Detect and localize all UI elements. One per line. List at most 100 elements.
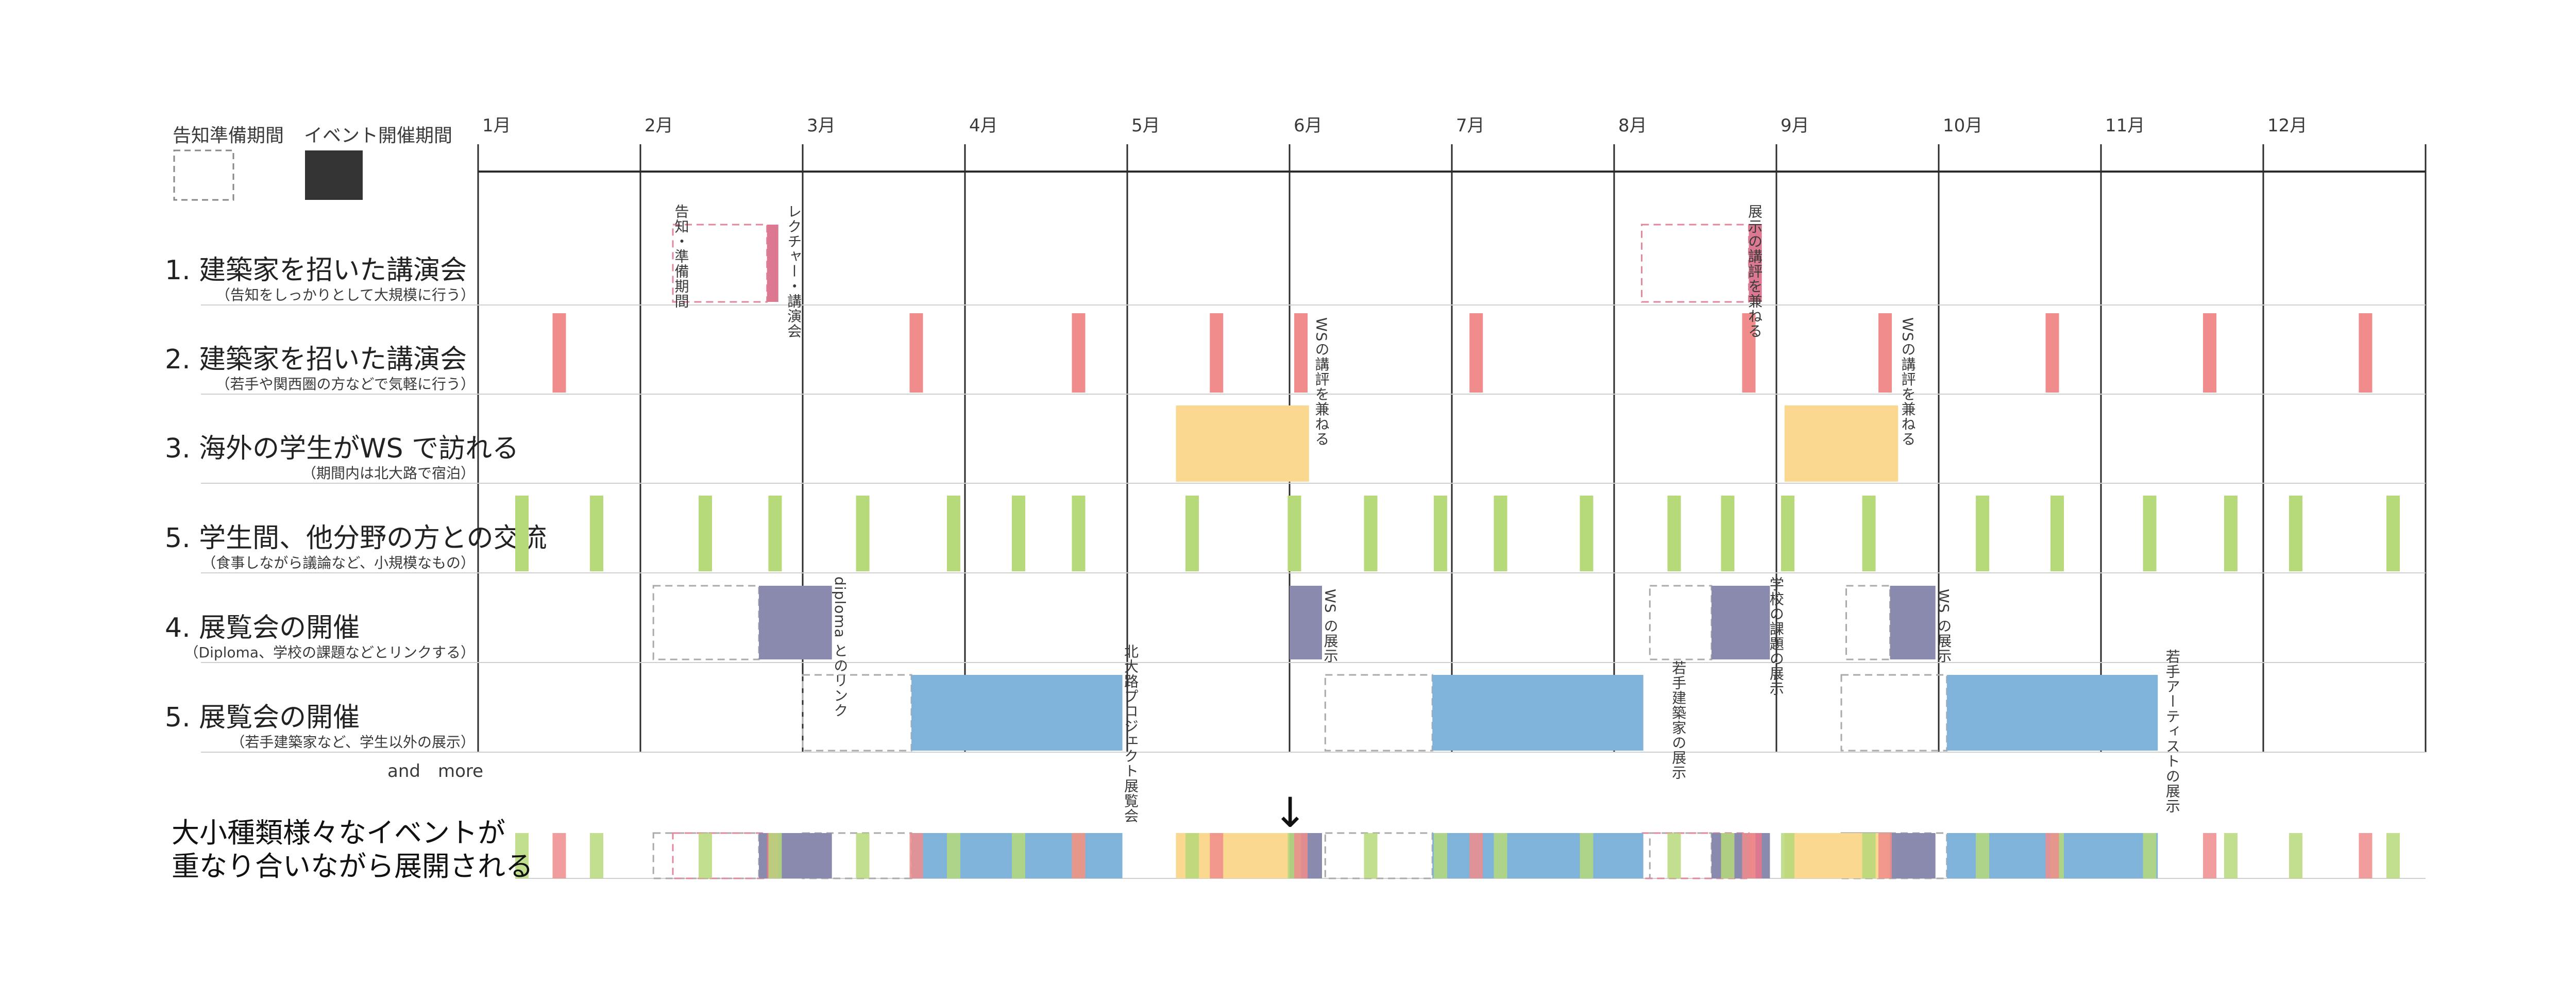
exchange-tick	[2289, 496, 2302, 571]
combined-exchange	[1781, 833, 1795, 878]
row-subtitle: （若手建築家など、学生以外の展示）	[230, 734, 475, 751]
exchange-tick	[589, 496, 603, 571]
row-title: 5. 展覧会の開催	[165, 702, 360, 733]
small-lecture-tick	[2045, 313, 2059, 393]
external-exhibit-bar	[911, 675, 1123, 751]
exchange-tick	[1287, 496, 1301, 571]
legend-event-swatch	[305, 150, 363, 200]
combined-prep	[1641, 832, 1750, 879]
month-label: 6月	[1294, 115, 1323, 136]
school-exhibit-prep	[1845, 585, 1891, 660]
combined-exchange	[2386, 833, 2400, 878]
month-label: 8月	[1618, 115, 1647, 136]
exchange-tick	[1862, 496, 1876, 571]
combined-exchange	[856, 833, 870, 878]
combined-small-lecture	[1878, 833, 1892, 878]
month-label: 7月	[1456, 115, 1485, 136]
combined-exchange	[1011, 833, 1025, 878]
event-bars	[515, 224, 2400, 752]
exchange-tick	[699, 496, 712, 571]
down-arrow: ↓	[1273, 789, 1307, 837]
combined-small-lecture	[2045, 833, 2059, 878]
combined-exchange	[699, 833, 712, 878]
legend: 告知準備期間 イベント開催期間	[173, 125, 452, 201]
overseas-ws-bar	[1784, 405, 1899, 482]
row-subtitle: （食事しながら議論など、小規模なもの）	[201, 554, 475, 571]
combined-exchange	[1862, 833, 1876, 878]
exchange-tick	[1721, 496, 1735, 571]
small-lecture-tick	[2203, 313, 2217, 393]
combined-exchange	[589, 833, 603, 878]
school-exhibit-bar	[758, 586, 832, 659]
annotation-kitaoji-project: 北大路プロジェクト展覧会	[1122, 644, 1139, 823]
small-lecture-tick	[1742, 313, 1756, 393]
exchange-tick	[768, 496, 782, 571]
and-more-label: and more	[387, 761, 483, 782]
annotation-diploma-link: diploma とのリンク	[832, 576, 849, 718]
row-labels: 1. 建築家を招いた講演会（告知をしっかりとして大規模に行う） 2. 建築家を招い…	[165, 255, 547, 751]
combined-small-lecture	[1072, 833, 1086, 878]
combined-small-lecture	[1742, 833, 1756, 878]
month-label: 5月	[1131, 115, 1160, 136]
row-title: 1. 建築家を招いた講演会	[165, 255, 467, 286]
combined-small-lecture	[1294, 833, 1308, 878]
exchange-tick	[1433, 496, 1447, 571]
exchange-tick	[1976, 496, 1990, 571]
small-lecture-tick	[1878, 313, 1892, 393]
combined-school-exhibit	[1890, 833, 1936, 878]
annotation-young-architects: 若手建築家の展示	[1670, 660, 1687, 780]
exchange-tick	[1667, 496, 1681, 571]
legend-prep-swatch	[173, 149, 234, 201]
month-label: 1月	[482, 115, 511, 136]
exchange-tick	[1364, 496, 1378, 571]
small-lecture-tick	[1469, 313, 1483, 393]
annotation-school-exhibit: 学校の課題の展示	[1768, 576, 1785, 696]
row-subtitle: （告知をしっかりとして大規模に行う）	[216, 286, 475, 303]
row-subtitle: （期間内は北大路で宿泊）	[302, 465, 475, 482]
exchange-tick	[946, 496, 960, 571]
combined-small-lecture	[2203, 833, 2217, 878]
conclusion-line-2: 重なり合いながら展開される	[172, 850, 533, 883]
small-lecture-tick	[2359, 313, 2372, 393]
legend-event-label: イベント開催期間	[304, 125, 452, 146]
exchange-tick	[515, 496, 529, 571]
annotation-ws-exhibit: WS の展示	[1322, 589, 1339, 663]
month-label: 10月	[1943, 115, 1982, 136]
legend-prep-label: 告知準備期間	[173, 125, 284, 146]
small-lecture-tick	[1294, 313, 1308, 393]
exchange-tick	[1011, 496, 1025, 571]
combined-exchange	[1494, 833, 1507, 878]
month-label: 4月	[969, 115, 998, 136]
exchange-tick	[1185, 496, 1199, 571]
school-exhibit-bar	[1711, 586, 1770, 659]
combined-exchange	[515, 833, 529, 878]
external-exhibit-bar	[1432, 675, 1643, 751]
row-subtitle: （Diploma、学校の課題などとリンクする）	[184, 644, 475, 661]
combined-exchange	[1364, 833, 1378, 878]
exchange-tick	[2386, 496, 2400, 571]
small-lecture-tick	[909, 313, 923, 393]
combined-small-lecture	[1210, 833, 1224, 878]
exchange-tick	[2143, 496, 2157, 571]
combined-small-lecture	[909, 833, 923, 878]
external-exhibit-prep	[802, 674, 912, 752]
exchange-tick	[1781, 496, 1795, 571]
annotations: 告知・準備期間 レクチャー・講演会 展示の講評を兼ねる WSの講評を兼ねる WSの講評を…	[673, 204, 2181, 823]
exchange-tick	[1072, 496, 1086, 571]
combined-exchange	[1667, 833, 1681, 878]
combined-prep	[1324, 832, 1433, 879]
overseas-ws-bar	[1176, 405, 1309, 482]
row-subtitle: （若手や関西圏の方などで気軽に行う）	[216, 376, 475, 393]
month-label: 9月	[1781, 115, 1809, 136]
annotation-ws-exhibit: WS の展示	[1935, 589, 1952, 663]
combined-exchange	[1721, 833, 1735, 878]
external-exhibit-bar	[1946, 675, 2158, 751]
annotation-lecture: レクチャー・講演会	[785, 204, 802, 338]
combined-small-lecture	[2359, 833, 2372, 878]
combined-exchange	[2143, 833, 2157, 878]
row-title: 3. 海外の学生がWS で訪れる	[165, 433, 519, 464]
month-label: 3月	[807, 115, 836, 136]
exchange-tick	[2050, 496, 2064, 571]
